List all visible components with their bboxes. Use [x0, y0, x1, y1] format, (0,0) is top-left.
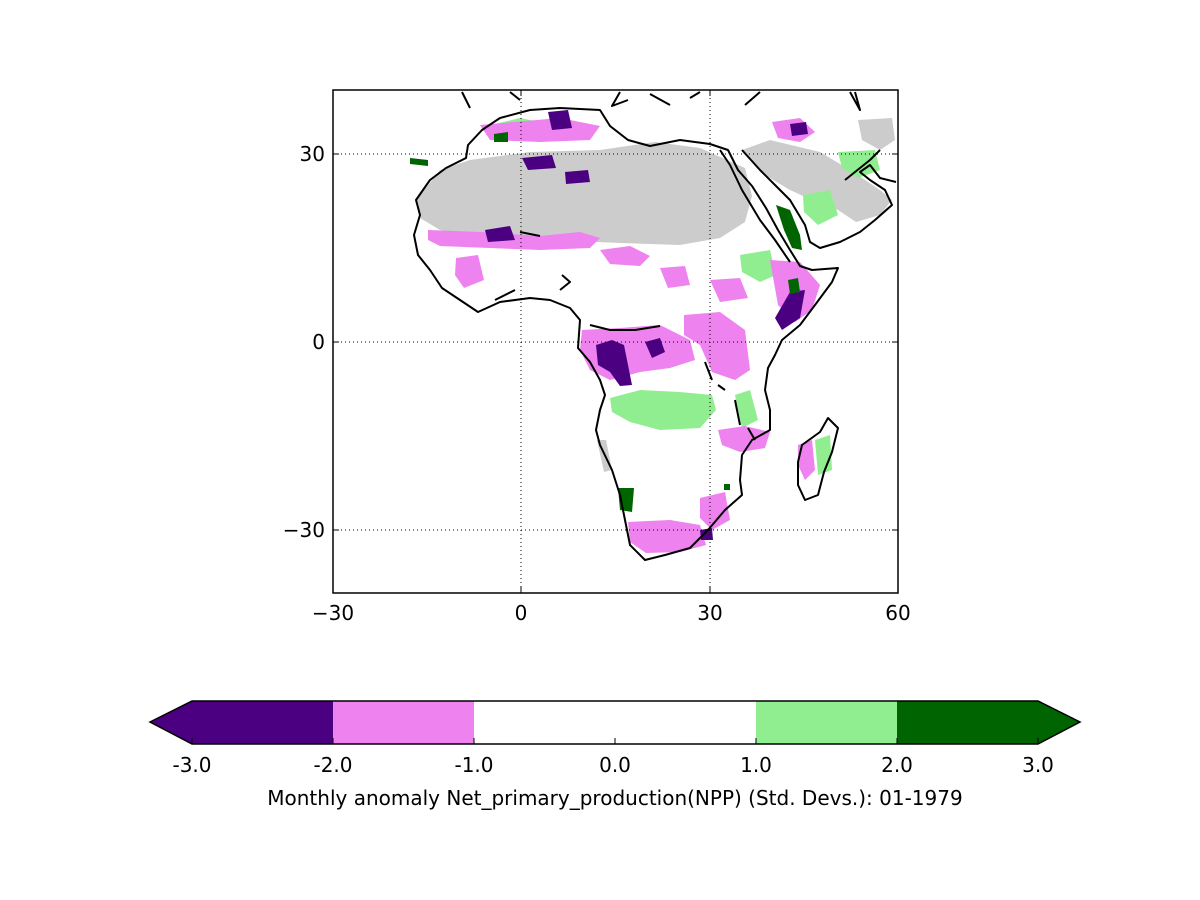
x-tick-label: 60 — [885, 601, 910, 625]
coastline-arabia — [741, 149, 897, 249]
coastline-madagascar — [797, 417, 839, 501]
colorbar-under-arrow — [150, 701, 192, 744]
coastlines — [413, 91, 897, 561]
anomaly-region-neg2-gabon-congo — [596, 340, 632, 386]
x-tick-labels: −30 0 30 60 — [312, 601, 911, 625]
colorbar-bin — [897, 701, 1039, 744]
anomaly-region-neg2-sahel — [485, 226, 515, 242]
colorbar-over-arrow — [1038, 701, 1080, 744]
x-tick-label: 0 — [515, 601, 528, 625]
anomaly-region-pos1-ethiopia — [740, 250, 776, 282]
y-tick-label: 30 — [300, 142, 325, 166]
anomaly-region-neg1-mozambique — [718, 426, 770, 452]
anomaly-region-neg2-libya — [565, 170, 590, 184]
colorbar-bin — [192, 701, 334, 744]
anomaly-region-pos1-southern-congo — [610, 390, 716, 430]
map-panel: −30 0 30 60 30 0 −30 — [283, 89, 911, 625]
anomaly-region-neg2-algeria — [522, 155, 556, 170]
x-tick-label: 30 — [697, 601, 722, 625]
colorbar-tick-label: -3.0 — [172, 753, 211, 777]
colorbar-tick-labels: -3.0 -2.0 -1.0 0.0 1.0 2.0 3.0 — [172, 753, 1053, 777]
anomaly-region-neg1-transvaal — [700, 492, 730, 530]
no-data-region-arabia — [742, 140, 892, 222]
colorbar-tick-label: -2.0 — [313, 753, 352, 777]
coastline-red-sea-west — [719, 149, 791, 263]
colorbar-bin — [756, 701, 898, 744]
anomaly-region-neg1-west-africa — [455, 255, 484, 288]
anomaly-region-neg2-somalia — [775, 290, 805, 330]
y-tick-label: −30 — [283, 518, 325, 542]
anomaly-region-neg1-east-central — [684, 312, 750, 380]
anomaly-region-neg1-chad — [660, 266, 690, 288]
anomaly-region-pos1-arabia-west — [803, 190, 838, 225]
anomaly-region-neg1-south — [628, 520, 706, 553]
colorbar-bin — [333, 701, 475, 744]
anomaly-region-pos1-mozambique — [735, 390, 758, 428]
anomaly-region-pos2-mozambique — [724, 484, 730, 490]
no-data-region-sahara — [416, 142, 752, 245]
colorbar-bin — [474, 701, 616, 744]
colorbar-tick-label: 2.0 — [881, 753, 913, 777]
anomaly-region-neg1-nigeria — [600, 246, 650, 266]
anomaly-region-pos2-red-sea — [776, 205, 802, 250]
anomaly-region-neg2-drc — [645, 338, 665, 358]
colorbar-bins — [192, 701, 1039, 744]
colorbar-bin — [615, 701, 757, 744]
anomaly-layer — [410, 110, 895, 553]
anomaly-region-neg1-madagascar — [798, 440, 815, 480]
lakes-rivers — [494, 231, 756, 441]
no-data-region-north-arabia — [858, 118, 895, 150]
colorbar-tick-label: 0.0 — [599, 753, 631, 777]
anomaly-region-neg2-tunisia — [548, 110, 572, 130]
y-tick-labels: 30 0 −30 — [283, 142, 325, 542]
anomaly-region-pos1-arabia — [838, 150, 880, 178]
coastline-africa — [413, 107, 839, 561]
colorbar-tick-label: 1.0 — [740, 753, 772, 777]
colorbar: -3.0 -2.0 -1.0 0.0 1.0 2.0 3.0 Monthly anomaly… — [148, 700, 1082, 810]
anomaly-region-neg1-sudan — [710, 278, 748, 302]
coastline-persian-gulf — [844, 149, 881, 181]
anomaly-region-pos2-morocco — [494, 132, 508, 142]
coastline-mediterranean-north — [461, 91, 861, 111]
colorbar-caption: Monthly anomaly Net_primary_production(N… — [267, 786, 962, 810]
anomaly-region-pos2-senegal — [410, 158, 428, 166]
y-tick-label: 0 — [312, 330, 325, 354]
colorbar-tick-label: 3.0 — [1022, 753, 1054, 777]
anomaly-region-pos1-madagascar — [815, 435, 832, 475]
x-tick-label: −30 — [312, 601, 354, 625]
colorbar-tick-label: -1.0 — [454, 753, 493, 777]
colorbar-ticks — [191, 738, 1039, 744]
anomaly-region-neg2-arabia — [790, 122, 808, 136]
anomaly-region-pos2-ethiopia — [788, 278, 800, 294]
tick-marks — [332, 90, 899, 593]
